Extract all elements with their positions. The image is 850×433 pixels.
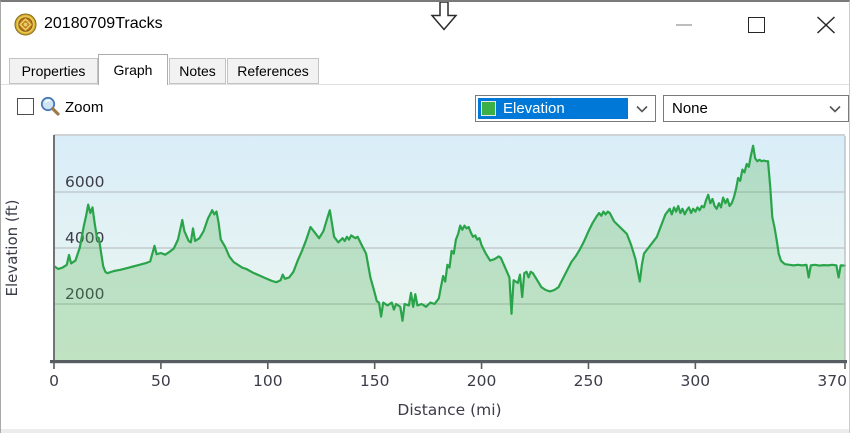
magnifier-icon (40, 96, 60, 116)
x-tick-label-100: 100 (253, 372, 283, 390)
chevron-down-icon (635, 105, 648, 113)
x-axis-line (50, 360, 847, 364)
tab-notes[interactable]: Notes (169, 58, 226, 84)
x-tick-label-200: 200 (467, 372, 497, 390)
y-tick-label-2000: 2000 (65, 285, 104, 303)
elevation-profile-chart[interactable]: 2000 4000 6000 0 50 100 150 200 250 300 370 Distanc… (1, 130, 850, 430)
tab-notes-label: Notes (179, 63, 216, 79)
tab-references-label: References (237, 63, 309, 79)
maximize-button[interactable] (741, 12, 771, 38)
secondary-dropdown-value: None (672, 100, 708, 117)
series-dropdown[interactable]: Elevation (475, 95, 656, 122)
x-tick-label-150: 150 (360, 372, 390, 390)
x-tick-label-370: 370 (817, 372, 847, 390)
title-bar: 20180709Tracks (1, 2, 849, 52)
tab-strip-border (1, 84, 849, 85)
series-dropdown-selection: Elevation (478, 98, 628, 119)
zoom-checkbox-label[interactable]: Zoom (65, 99, 104, 116)
chevron-down-icon (828, 105, 841, 113)
tab-references[interactable]: References (227, 58, 319, 84)
x-axis-title: Distance (mi) (397, 401, 501, 419)
window-bottom-border (1, 429, 849, 433)
series-dropdown-arrow[interactable] (628, 96, 655, 121)
secondary-dropdown-arrow[interactable] (821, 96, 848, 121)
tab-properties[interactable]: Properties (9, 58, 98, 84)
minimize-button[interactable] (669, 12, 699, 38)
secondary-dropdown[interactable]: None (663, 95, 849, 122)
y-axis-title: Elevation (ft) (3, 199, 21, 296)
x-tick-label-300: 300 (681, 372, 711, 390)
y-tick-label-4000: 4000 (65, 229, 104, 247)
close-icon (816, 16, 836, 34)
x-tick-label-250: 250 (574, 372, 604, 390)
tab-graph-label: Graph (113, 62, 153, 78)
y-tick-label-6000: 6000 (65, 173, 104, 191)
x-tick-label-0: 0 (49, 372, 59, 390)
x-tick-label-50: 50 (151, 372, 171, 390)
elevation-area-fill (54, 145, 845, 360)
maximize-icon (747, 17, 765, 33)
elevation-line (52, 144, 847, 322)
minimize-icon (676, 24, 692, 26)
tab-graph[interactable]: Graph (98, 54, 168, 85)
series-color-swatch (481, 101, 496, 116)
series-dropdown-value: Elevation (503, 100, 565, 117)
window-title: 20180709Tracks (44, 15, 163, 32)
close-button[interactable] (811, 12, 841, 38)
tab-properties-label: Properties (21, 63, 86, 79)
zoom-checkbox[interactable] (17, 98, 34, 115)
app-icon (14, 13, 37, 36)
cursor-down-arrow (430, 2, 458, 31)
